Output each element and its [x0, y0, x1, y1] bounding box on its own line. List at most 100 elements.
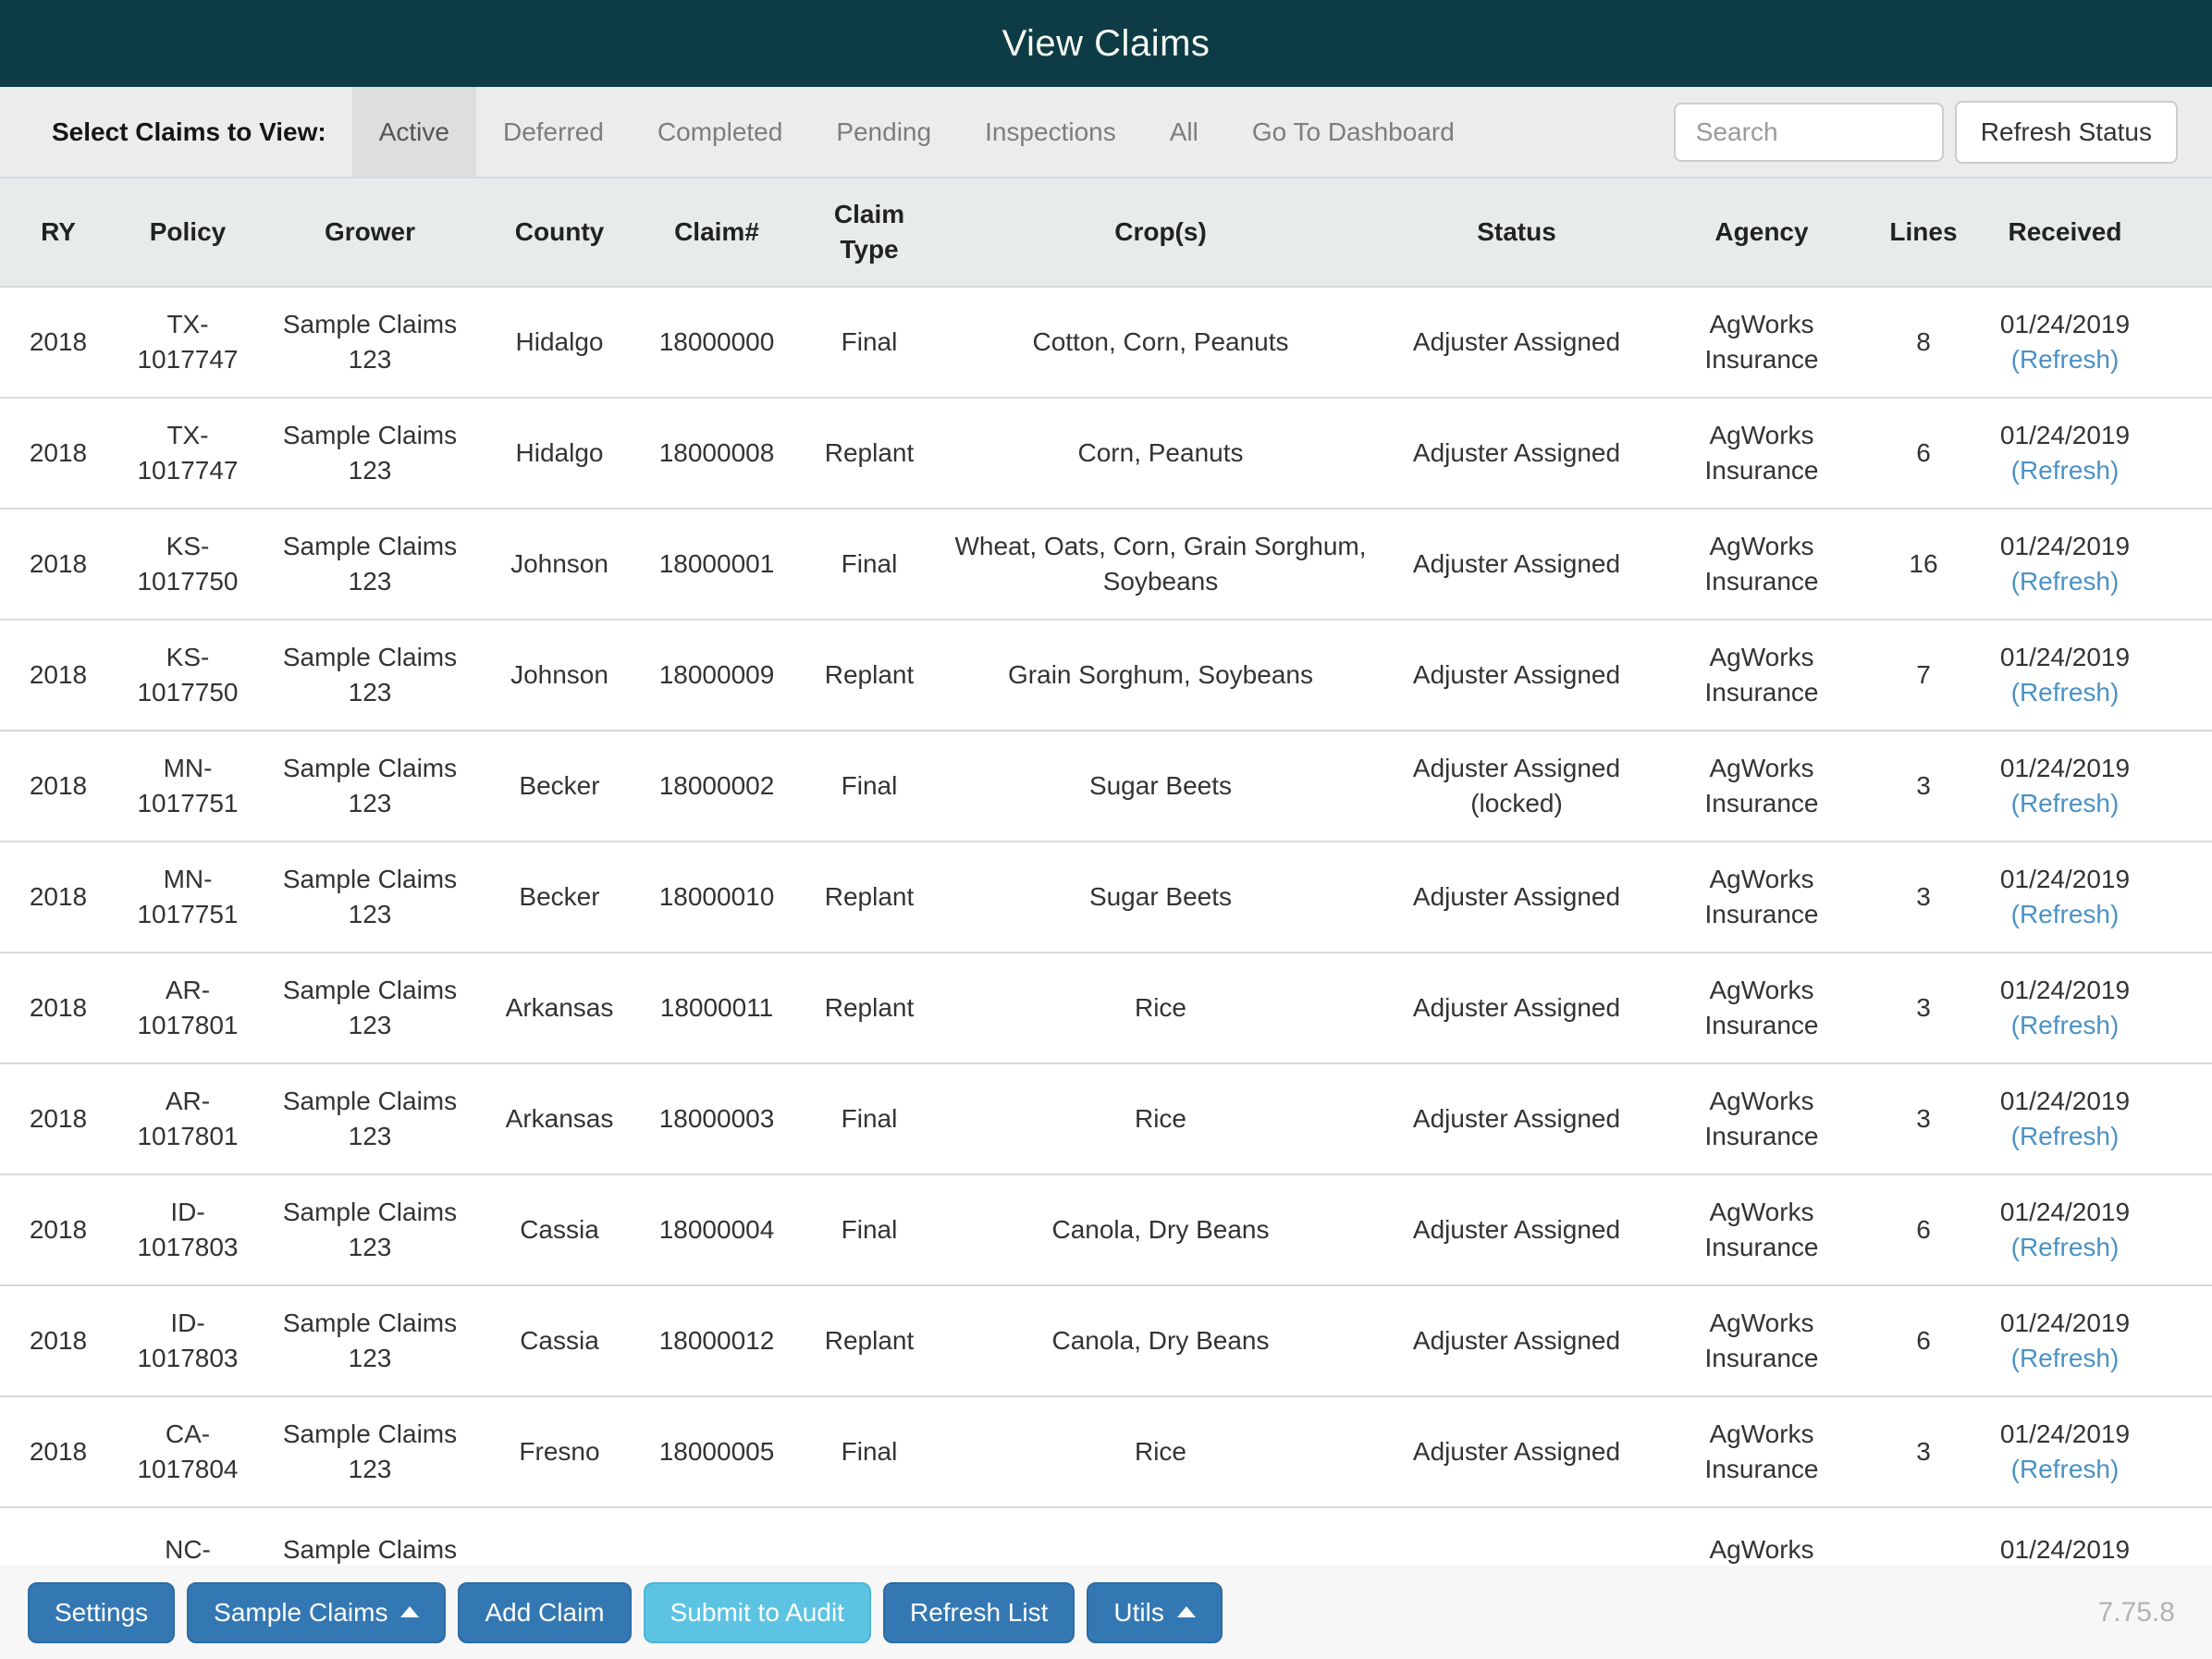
cell-claim-type: Final	[841, 327, 898, 356]
cell-policy: AR-1017801	[137, 1087, 239, 1150]
cell-status: Adjuster Assigned	[1412, 438, 1621, 467]
cell-policy: KS-1017750	[137, 532, 239, 596]
cell-ry: 2018	[29, 438, 88, 467]
row-refresh-link[interactable]: (Refresh)	[2010, 345, 2120, 374]
toolbar-button-label: Refresh List	[909, 1597, 1049, 1627]
cell-received: 01/24/2019	[1999, 1535, 2131, 1564]
cell-received: 01/24/2019 (Refresh)	[1979, 1285, 2212, 1396]
search-input[interactable]	[1673, 102, 1944, 162]
toolbar-button-label: Sample Claims	[214, 1597, 388, 1627]
cell-claim-number: 18000000	[658, 327, 775, 356]
row-refresh-link[interactable]: (Refresh)	[2010, 1011, 2120, 1039]
cell-crops: Rice	[1134, 1104, 1186, 1133]
filter-label: Select Claims to View:	[52, 117, 326, 146]
caret-up-icon	[1176, 1605, 1196, 1617]
tab-active[interactable]: Active	[351, 87, 476, 177]
row-refresh-link[interactable]: (Refresh)	[2010, 1122, 2120, 1150]
tab-all[interactable]: All	[1143, 87, 1225, 177]
row-refresh-link[interactable]: (Refresh)	[2010, 678, 2120, 707]
claim-row[interactable]: 2018 ID-1017803 Sample Claims 123 Cassia…	[0, 1285, 2212, 1396]
claim-row[interactable]: 2018 AR-1017801 Sample Claims 123 Arkans…	[0, 1063, 2212, 1174]
add-claim-button[interactable]: Add Claim	[458, 1581, 632, 1643]
row-refresh-link[interactable]: (Refresh)	[2010, 1344, 2120, 1372]
cell-agency: AgWorks Insurance	[1704, 421, 1819, 485]
cell-lines: 6	[1916, 438, 1931, 467]
column-header-label: RY	[41, 217, 76, 246]
cell-claim-type: Final	[841, 1437, 898, 1466]
cell-crops: Canola, Dry Beans	[1051, 1326, 1270, 1355]
row-refresh-link[interactable]: (Refresh)	[2010, 789, 2120, 817]
cell-status: Adjuster Assigned	[1412, 1104, 1621, 1133]
cell-grower: Sample Claims 123	[282, 754, 458, 817]
tab-inspections[interactable]: Inspections	[958, 87, 1143, 177]
row-refresh-link[interactable]: (Refresh)	[2010, 456, 2120, 485]
submit-to-audit-button[interactable]: Submit to Audit	[643, 1581, 871, 1643]
row-refresh-link[interactable]: (Refresh)	[2010, 567, 2120, 596]
claim-row[interactable]: 2018 TX-1017747 Sample Claims 123 Hidalg…	[0, 398, 2212, 509]
cell-agency: AgWorks Insurance	[1704, 865, 1819, 928]
col-claim-number: Claim#	[638, 178, 795, 287]
col-received: Received	[1979, 178, 2212, 287]
cell-county: Hidalgo	[515, 327, 604, 356]
claim-row[interactable]: 2018 MN-1017751 Sample Claims 123 Becker…	[0, 731, 2212, 842]
col-grower: Grower	[259, 178, 481, 287]
cell-grower: Sample Claims 123	[282, 1309, 458, 1372]
claim-row[interactable]: 2018 TX-1017747 Sample Claims 123 Hidalg…	[0, 287, 2212, 398]
tab-pending[interactable]: Pending	[809, 87, 958, 177]
cell-county: Arkansas	[505, 993, 614, 1022]
cell-grower: Sample Claims 123	[282, 1087, 458, 1150]
cell-ry: 2018	[29, 1326, 88, 1355]
cell-lines: 16	[1909, 549, 1938, 578]
cell-claim-type: Replant	[824, 660, 915, 689]
cell-grower: Sample Claims 123	[282, 310, 458, 374]
claim-row[interactable]: 2018 ID-1017803 Sample Claims 123 Cassia…	[0, 1174, 2212, 1285]
cell-county: Fresno	[519, 1437, 600, 1466]
cell-claim-type: Final	[841, 1215, 898, 1244]
tab-label: Go To Dashboard	[1251, 117, 1455, 146]
column-header-label: Policy	[149, 217, 227, 246]
refresh-list-button[interactable]: Refresh List	[882, 1581, 1075, 1643]
cell-claim-number: 18000010	[658, 882, 775, 911]
table-header-row: RY Policy Grower County Claim#	[0, 178, 2212, 287]
cell-agency: AgWorks Insurance	[1704, 1419, 1819, 1483]
received-date: 01/24/2019	[1999, 643, 2131, 671]
cell-claim-number: 18000011	[659, 993, 774, 1022]
col-ry: RY	[0, 178, 117, 287]
cell-agency: AgWorks Insurance	[1704, 643, 1819, 707]
col-status: Status	[1378, 178, 1655, 287]
cell-lines: 3	[1916, 882, 1931, 911]
claim-row[interactable]: 2018 AR-1017801 Sample Claims 123 Arkans…	[0, 952, 2212, 1063]
cell-status: Adjuster Assigned	[1412, 549, 1621, 578]
cell-status: Adjuster Assigned	[1412, 1326, 1621, 1355]
claim-row[interactable]: 2018 KS-1017750 Sample Claims 123 Johnso…	[0, 509, 2212, 620]
claim-row[interactable]: 2018 MN-1017751 Sample Claims 123 Becker…	[0, 842, 2212, 952]
col-claim-type: Claim Type	[795, 178, 943, 287]
tab-completed[interactable]: Completed	[631, 87, 809, 177]
tab-go-to-dashboard[interactable]: Go To Dashboard	[1225, 87, 1481, 177]
cell-grower: Sample Claims	[282, 1535, 458, 1564]
cell-lines: 8	[1916, 327, 1931, 356]
cell-claim-number: 18000012	[658, 1326, 775, 1355]
row-refresh-link[interactable]: (Refresh)	[2010, 900, 2120, 928]
caret-up-icon	[400, 1605, 420, 1617]
received-date: 01/24/2019	[1999, 754, 2131, 782]
tab-deferred[interactable]: Deferred	[476, 87, 631, 177]
row-refresh-link[interactable]: (Refresh)	[2010, 1233, 2120, 1261]
row-refresh-link[interactable]: (Refresh)	[2010, 1455, 2120, 1483]
cell-county: Becker	[519, 771, 600, 800]
cell-agency: AgWorks Insurance	[1704, 754, 1819, 817]
received-date: 01/24/2019	[1999, 976, 2131, 1004]
cell-policy: ID-1017803	[137, 1309, 239, 1372]
claim-row[interactable]: 2018 KS-1017750 Sample Claims 123 Johnso…	[0, 620, 2212, 731]
cell-lines: 3	[1916, 771, 1931, 800]
refresh-status-button[interactable]: Refresh Status	[1954, 100, 2178, 164]
settings-button[interactable]: Settings	[28, 1581, 176, 1643]
sample-claims-button[interactable]: Sample Claims	[187, 1581, 447, 1643]
claim-row[interactable]: 2018 CA-1017804 Sample Claims 123 Fresno…	[0, 1396, 2212, 1507]
column-header-label: Received	[2008, 217, 2122, 246]
received-date: 01/24/2019	[1999, 865, 2131, 893]
cell-status: Adjuster Assigned	[1412, 882, 1621, 911]
cell-claim-number: 18000003	[658, 1104, 775, 1133]
utils-button[interactable]: Utils	[1087, 1581, 1223, 1643]
cell-claim-type: Final	[841, 549, 898, 578]
